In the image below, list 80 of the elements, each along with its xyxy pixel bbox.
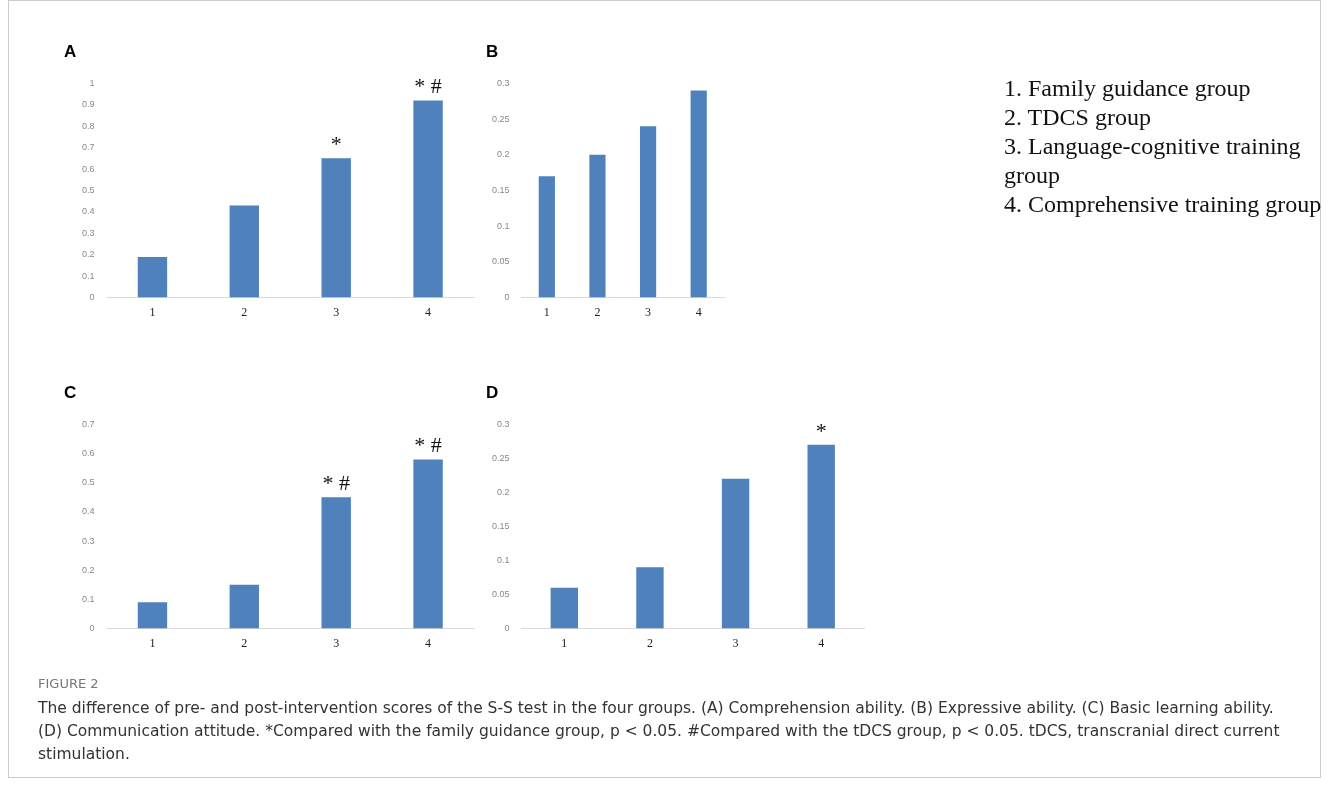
text: 2. TDCS group: [1004, 103, 1152, 132]
bar: [538, 176, 555, 298]
y-tick-label: 0.25: [491, 452, 510, 463]
annotation: * #: [414, 73, 442, 99]
text: 4. Comprehensive training group: [1004, 190, 1323, 219]
x-tick-label: 1: [149, 635, 156, 650]
y-tick-label: 0.25: [491, 113, 510, 124]
annotation: *: [815, 417, 827, 443]
y-tick-label: 0.3: [82, 227, 95, 238]
annotation: * #: [322, 470, 350, 496]
x-tick-label: 4: [818, 635, 825, 650]
y-tick-label: 0.1: [497, 555, 510, 566]
text: 1. Family guidance group: [1004, 74, 1252, 103]
y-tick-label: 0.8: [82, 120, 95, 131]
x-tick-label: 2: [241, 304, 248, 319]
x-tick-label: 2: [646, 635, 653, 650]
caption: FIGURE 2: [38, 676, 99, 691]
annotation: * #: [414, 432, 442, 458]
text: The difference of pre- and post-intervention scores of the S-S test in the four groups. (A) Comprehension ability. (B) Expressive ability. (C) Basic learning ability. (D) Communication attitude. *Compared with the family guidance group, p < 0.05. #Compared with the tDCS group, p < 0.05. tDCS, transcranial direct current stimulation.: [38, 698, 1281, 765]
y-tick-label: 0.6: [82, 448, 95, 459]
y-tick-label: 0.05: [491, 256, 510, 267]
chart-title: A: [64, 42, 77, 62]
x-tick-label: 4: [425, 635, 432, 650]
y-tick-label: 0.3: [497, 77, 510, 88]
y-tick-label: 0.1: [497, 220, 510, 231]
bar: [721, 478, 750, 629]
y-tick-label: 0.2: [497, 149, 510, 160]
bar: [413, 459, 443, 629]
y-tick-label: 0.15: [491, 184, 510, 195]
x-tick-label: 4: [425, 304, 432, 319]
bar: [321, 158, 351, 298]
y-tick-label: 0.05: [491, 589, 510, 600]
y-tick-label: 1: [89, 77, 95, 88]
x-tick-label: 1: [543, 304, 550, 319]
text: 3. Language-cognitive training group: [1004, 132, 1302, 190]
y-tick-label: 0.1: [82, 593, 95, 604]
x-tick-label: 3: [732, 635, 739, 650]
y-tick-label: 0.3: [82, 535, 95, 546]
y-tick-label: 0.2: [82, 564, 95, 575]
y-tick-label: 0: [504, 623, 510, 634]
y-tick-label: 0.9: [82, 99, 95, 110]
x-tick-label: 2: [241, 635, 248, 650]
y-tick-label: 0.6: [82, 163, 95, 174]
bar: [636, 567, 664, 629]
x-tick-label: 2: [594, 304, 601, 319]
bar: [589, 154, 606, 298]
y-tick-label: 0: [89, 292, 95, 303]
x-tick-label: 3: [645, 304, 652, 319]
x-tick-label: 1: [149, 304, 156, 319]
chart-title: B: [486, 42, 499, 62]
y-tick-label: 0.15: [491, 520, 510, 531]
bar: [229, 584, 260, 629]
bar: [413, 100, 443, 298]
y-tick-label: 0: [504, 292, 510, 303]
y-tick-label: 0.1: [82, 270, 95, 281]
y-tick-label: 0.4: [82, 206, 95, 217]
x-tick-label: 4: [695, 304, 702, 319]
chart-title: D: [486, 383, 499, 403]
x-tick-label: 1: [561, 635, 568, 650]
bar: [807, 444, 835, 629]
y-tick-label: 0: [89, 623, 95, 634]
annotation: *: [330, 131, 342, 157]
bar: [229, 205, 260, 298]
y-tick-label: 0.5: [82, 184, 95, 195]
y-tick-label: 0.7: [82, 142, 95, 153]
bar: [690, 90, 707, 298]
bar: [321, 497, 351, 629]
bar: [137, 256, 168, 298]
y-tick-label: 0.2: [497, 486, 510, 497]
chart-title: C: [64, 383, 77, 403]
x-tick-label: 3: [333, 304, 340, 319]
y-tick-label: 0.7: [82, 418, 95, 429]
y-tick-label: 0.4: [82, 506, 95, 517]
bar: [550, 587, 579, 629]
bar: [639, 126, 657, 298]
bar: [137, 602, 168, 629]
x-tick-label: 3: [333, 635, 340, 650]
y-tick-label: 0.5: [82, 477, 95, 488]
y-tick-label: 0.3: [497, 418, 510, 429]
y-tick-label: 0.2: [82, 249, 95, 260]
